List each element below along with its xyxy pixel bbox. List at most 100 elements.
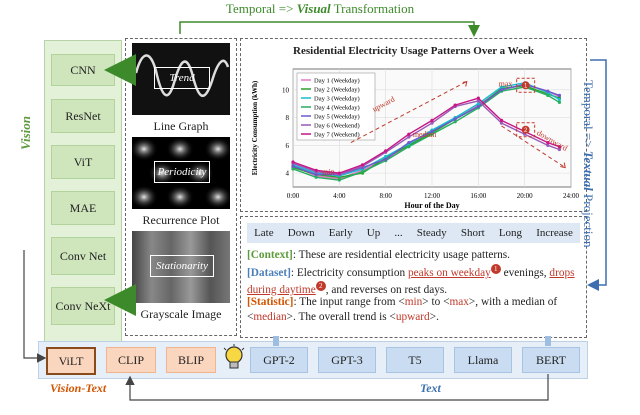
series-point bbox=[453, 103, 457, 107]
vision-model-panel: CNN ResNet ViT MAE Conv Net Conv NeXt bbox=[44, 40, 122, 342]
series-point bbox=[430, 129, 434, 134]
stationarity-tag: Stationarity bbox=[150, 255, 214, 277]
token: Short bbox=[460, 227, 485, 239]
vision-model-convnext-label: Conv NeXt bbox=[55, 298, 111, 313]
series-point bbox=[360, 163, 365, 167]
clip-button[interactable]: CLIP bbox=[106, 347, 156, 373]
text-prompt-panel: Late Down Early Up ... Steady Short Long… bbox=[240, 216, 587, 338]
series-point bbox=[291, 167, 295, 171]
x-axis-label: Hour of the Day bbox=[404, 201, 459, 210]
vision-model-cnn[interactable]: CNN bbox=[51, 54, 115, 86]
series-point bbox=[557, 147, 562, 152]
x-tick-label: 4:00 bbox=[333, 192, 346, 200]
y-axis-label: Electricity Consumption (kWh) bbox=[251, 80, 259, 175]
bert-button[interactable]: BERT bbox=[522, 347, 580, 373]
t5-button[interactable]: T5 bbox=[386, 347, 444, 373]
recurrence-plot-caption: Recurrence Plot bbox=[142, 213, 220, 227]
series-point bbox=[430, 132, 434, 136]
legend-entry: Day 4 (Weekday) bbox=[314, 105, 360, 112]
blip-button[interactable]: BLIP bbox=[166, 347, 216, 373]
dataset-text-3: , and reverses on rest days. bbox=[325, 283, 448, 296]
vision-model-resnet-label: ResNet bbox=[65, 108, 101, 123]
temporal-textual-prefix: Temporal => bbox=[581, 80, 596, 151]
series-point bbox=[546, 93, 550, 97]
series-point bbox=[476, 96, 480, 100]
vision-model-vit-label: ViT bbox=[73, 154, 93, 169]
statistic-max: max bbox=[449, 296, 469, 308]
token: Up bbox=[366, 227, 381, 239]
y-tick-label: 8 bbox=[286, 114, 290, 122]
series-point bbox=[314, 172, 318, 177]
gpt2-label: GPT-2 bbox=[263, 352, 295, 367]
vision-text-label: Vision-Text bbox=[50, 381, 107, 395]
annotation-min: min bbox=[322, 168, 334, 177]
context-key: [Context] bbox=[247, 249, 293, 261]
vilt-button[interactable]: ViLT bbox=[46, 347, 96, 375]
bert-label: BERT bbox=[536, 352, 566, 367]
series-point bbox=[546, 140, 550, 145]
temporal-textual-label: Temporal => Textual Projection bbox=[580, 80, 596, 247]
vision-model-convnet[interactable]: Conv Net bbox=[51, 237, 115, 275]
vision-model-resnet[interactable]: ResNet bbox=[51, 99, 115, 133]
token: Long bbox=[498, 227, 523, 239]
dataset-peak-text: peaks on weekday bbox=[407, 266, 491, 279]
vision-model-vit[interactable]: ViT bbox=[51, 145, 115, 179]
series-point bbox=[499, 121, 504, 125]
badge-1: 1 bbox=[490, 264, 501, 274]
token: Increase bbox=[536, 227, 573, 239]
badge-2-chart-circle bbox=[521, 125, 530, 134]
llama-button[interactable]: Llama bbox=[454, 347, 512, 373]
gpt2-button[interactable]: GPT-2 bbox=[250, 347, 308, 373]
x-tick-label: 24:00 bbox=[563, 192, 579, 200]
series-point bbox=[314, 175, 318, 179]
drop-highlight-box bbox=[516, 122, 536, 138]
dataset-sentence: [Dataset]: Electricity consumption peaks… bbox=[247, 264, 581, 298]
series-point bbox=[384, 157, 388, 161]
series-point bbox=[314, 168, 318, 172]
series-point bbox=[430, 121, 434, 125]
series-point bbox=[499, 88, 504, 92]
clip-label: CLIP bbox=[117, 352, 144, 367]
token: Down bbox=[287, 227, 315, 239]
vision-model-convnet-label: Conv Net bbox=[59, 248, 107, 263]
transformation-column: Trend Line Graph Periodicity Recurrence … bbox=[125, 38, 237, 336]
temporal-visual-prefix: Temporal => bbox=[225, 1, 297, 16]
vision-model-convnext[interactable]: Conv NeXt bbox=[51, 287, 115, 325]
y-tick-label: 10 bbox=[282, 86, 290, 94]
statistic-text-5: >. bbox=[429, 311, 439, 323]
dataset-text-1: : Electricity consumption bbox=[290, 266, 408, 279]
temporal-textual-keyword: Textual bbox=[581, 150, 596, 191]
dataset-key: [Dataset] bbox=[247, 266, 291, 279]
token: Early bbox=[328, 227, 353, 239]
statistic-median: median bbox=[253, 311, 287, 323]
badge-1-chart-text: 1 bbox=[524, 83, 528, 89]
vision-model-cnn-label: CNN bbox=[70, 62, 96, 77]
periodicity-tag: Periodicity bbox=[154, 161, 210, 183]
context-text: : These are residential electricity usag… bbox=[292, 249, 510, 261]
upward-arrow bbox=[350, 81, 467, 144]
upward-arrowhead bbox=[462, 80, 468, 87]
series-point bbox=[407, 132, 411, 136]
x-tick-label: 0:00 bbox=[287, 192, 300, 200]
grayscale-caption: Grayscale Image bbox=[140, 307, 222, 321]
statistic-min: min bbox=[404, 296, 423, 308]
gpt3-button[interactable]: GPT-3 bbox=[318, 347, 376, 373]
chart-panel: Residential Electricity Usage Patterns O… bbox=[240, 38, 587, 212]
series-point bbox=[557, 100, 562, 104]
legend-entry: Day 3 (Weekday) bbox=[314, 96, 360, 103]
badge-2: 2 bbox=[315, 280, 326, 291]
downward-arrowhead bbox=[560, 162, 566, 169]
line-chart: 0:00 4:00 8:00 12:00 16:00 20:00 24:00 4 6 8 10 Hou… bbox=[251, 68, 579, 210]
series-point bbox=[476, 102, 480, 106]
vision-model-mae[interactable]: MAE bbox=[51, 191, 115, 225]
temporal-visual-label: Temporal => Visual Transformation bbox=[200, 1, 440, 17]
statistic-text-1: : The input range from < bbox=[293, 296, 405, 308]
temporal-textual-suffix: Projection bbox=[581, 190, 596, 248]
lightbulb-icon bbox=[222, 344, 246, 374]
vision-label: Vision bbox=[18, 116, 33, 150]
text-label: Text bbox=[420, 381, 441, 395]
series-point bbox=[337, 178, 341, 182]
token: Late bbox=[254, 227, 274, 239]
line-graph-caption: Line Graph bbox=[153, 119, 209, 133]
statistic-text-3: >, with a median of < bbox=[247, 296, 558, 323]
